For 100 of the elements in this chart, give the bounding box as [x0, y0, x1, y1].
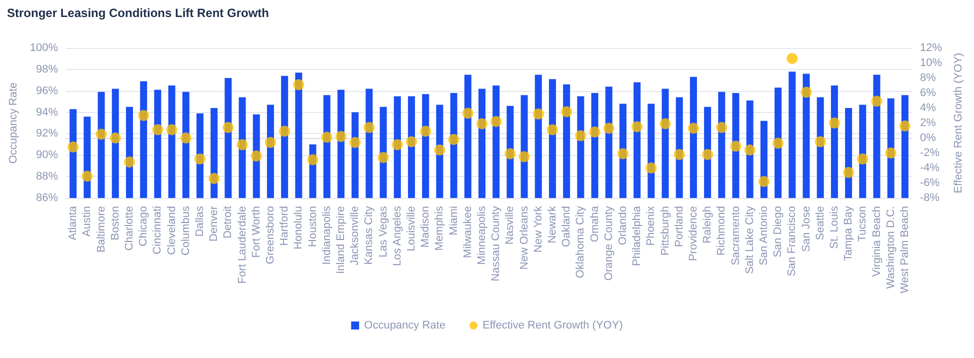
point	[222, 122, 234, 133]
x-tick-label: St. Louis	[828, 206, 840, 249]
y-tick-label: 88%	[36, 170, 58, 183]
x-tick-label: San Diego	[772, 206, 784, 258]
point	[843, 167, 854, 178]
x-tick-label: Cleveland	[166, 206, 178, 255]
x-tick-label: Memphis	[434, 206, 446, 251]
point	[646, 162, 657, 174]
y2-tick-label: 6%	[920, 87, 936, 99]
point	[364, 122, 375, 133]
point	[350, 137, 361, 148]
y2-tick-label: -6%	[920, 177, 940, 189]
y-tick-label: 94%	[36, 106, 58, 118]
x-tick-label: Orange County	[602, 206, 615, 281]
y2-tick-label: -8%	[920, 192, 940, 204]
point	[250, 150, 262, 162]
y2-tick-label: 10%	[920, 57, 942, 69]
y-tick-label: 92%	[36, 128, 58, 140]
point	[828, 118, 840, 128]
x-tick-label: Sacramento	[730, 206, 742, 266]
y2-tick-label: -4%	[920, 162, 940, 174]
point	[603, 122, 614, 134]
x-tick-label: Austin	[81, 206, 94, 237]
y-tick-label: 90%	[36, 149, 58, 162]
point	[279, 126, 290, 137]
x-tick-label: Louisville	[405, 206, 418, 252]
y2-tick-label: 8%	[920, 72, 936, 84]
point	[264, 137, 276, 148]
x-tick-label: Denver	[208, 206, 220, 242]
point	[82, 170, 93, 182]
point	[392, 139, 403, 150]
point	[138, 110, 150, 121]
point	[504, 148, 516, 160]
x-tick-label: Providence	[687, 206, 700, 262]
x-tick-label: Detroit	[222, 206, 234, 238]
point	[688, 122, 699, 134]
point	[68, 142, 79, 152]
point	[194, 154, 206, 164]
x-tick-label: Orlando	[616, 206, 629, 246]
point	[885, 148, 896, 158]
x-tick-label: Salt Lake City	[744, 206, 756, 274]
point	[208, 173, 220, 184]
y2-tick-label: 4%	[920, 102, 936, 114]
point	[561, 106, 572, 118]
chart-title: Stronger Leasing Conditions Lift Rent Growth	[7, 6, 269, 20]
x-tick-label: Hartford	[278, 206, 291, 246]
y-axis-title: Occupancy Rate	[8, 82, 20, 164]
point	[589, 126, 600, 138]
x-tick-label: West Palm Beach	[898, 206, 911, 294]
x-tick-label: Dallas	[194, 206, 206, 237]
x-tick-label: Tucson	[856, 206, 869, 242]
legend-label: Effective Rent Growth (YOY)	[482, 320, 623, 332]
x-tick-label: Kansas City	[363, 206, 376, 265]
x-tick-label: Oakland	[560, 206, 573, 247]
point	[575, 130, 586, 142]
legend-label: Occupancy Rate	[364, 320, 446, 332]
x-tick-label: Philadelphia	[631, 205, 644, 266]
x-tick-label: Nassau County	[490, 206, 502, 282]
point	[702, 149, 714, 160]
x-tick-label: Chicago	[138, 206, 150, 246]
x-tick-label: Madison	[420, 206, 432, 248]
point	[871, 96, 882, 107]
point	[180, 132, 192, 144]
point	[476, 118, 488, 130]
y2-tick-label: 12%	[920, 42, 942, 54]
x-tick-label: Honolulu	[292, 206, 305, 250]
x-tick-label: Seattle	[814, 206, 826, 240]
x-tick-label: Pittsburgh	[659, 206, 672, 256]
point	[321, 132, 332, 143]
x-tick-label: Greensboro	[264, 206, 276, 264]
point	[96, 128, 107, 140]
point	[378, 152, 389, 163]
point	[786, 53, 798, 64]
x-tick-label: Charlotte	[123, 206, 136, 251]
y-tick-label: 86%	[36, 192, 58, 204]
y2-tick-label: 0%	[920, 132, 936, 144]
point	[124, 156, 135, 168]
y2-tick-label: -2%	[920, 147, 940, 159]
x-tick-label: Minneapolis	[476, 206, 488, 265]
point	[406, 136, 417, 148]
x-tick-label: San Francisco	[786, 206, 798, 276]
point	[857, 154, 868, 164]
point	[800, 86, 812, 98]
x-tick-label: Las Vegas	[377, 206, 390, 258]
x-tick-label: Richmond	[716, 206, 728, 256]
point	[758, 176, 770, 187]
point	[899, 120, 910, 132]
point	[674, 149, 685, 160]
x-tick-label: Indianapolis	[320, 206, 333, 265]
point	[532, 108, 544, 120]
x-tick-label: Nasville	[504, 206, 516, 245]
point	[772, 138, 784, 149]
x-tick-label: Miami	[448, 206, 460, 236]
point	[814, 136, 826, 148]
point	[420, 126, 432, 137]
x-tick-label: San Antonio	[758, 206, 770, 266]
point	[335, 131, 346, 142]
x-tick-label: Houston	[306, 206, 319, 247]
point	[617, 148, 628, 160]
point	[434, 144, 446, 156]
